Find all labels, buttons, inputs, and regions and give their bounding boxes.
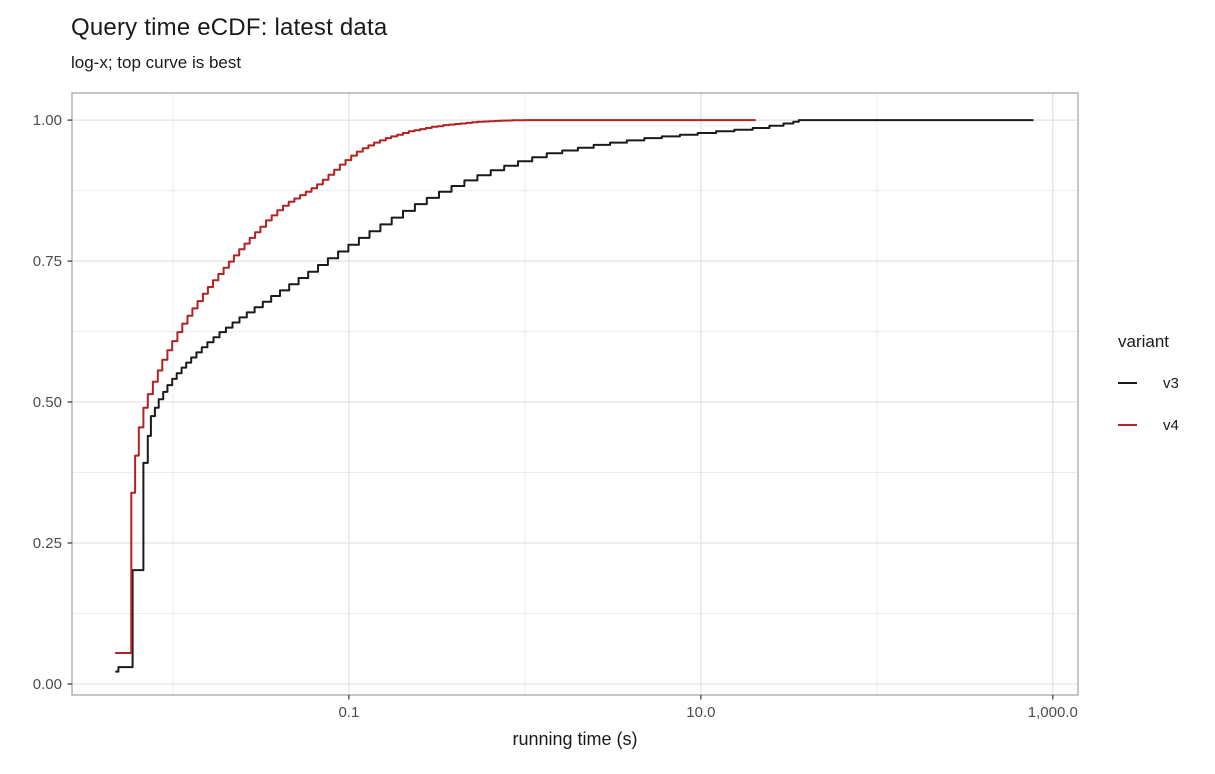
legend-item-v3: v3 [1118,370,1179,396]
x-tick-label: 10.0 [686,704,715,721]
v4-line-swatch [1118,423,1137,427]
v3-line-swatch [1118,381,1137,385]
y-tick-label: 0.75 [33,253,62,270]
ecdf-curve-v4 [115,119,756,654]
chart-subtitle: log-x; top curve is best [71,53,242,72]
ecdf-curve-v3 [115,119,1034,673]
y-tick-label: 0.25 [33,535,62,552]
panel-border [71,92,1079,696]
chart-title: Query time eCDF: latest data [71,14,388,41]
y-tick-label: 1.00 [33,112,62,129]
legend: variant v3 v4 [1118,332,1179,454]
x-axis-title: running time (s) [512,729,638,749]
legend-item-v4: v4 [1118,412,1179,438]
legend-label-v3: v3 [1163,374,1179,392]
y-tick-label: 0.50 [33,394,62,411]
legend-label-v4: v4 [1163,416,1179,434]
y-tick-label: 0.00 [33,676,62,693]
legend-title: variant [1118,332,1170,351]
x-tick-label: 1,000.0 [1028,704,1078,721]
x-tick-label: 0.1 [338,704,359,721]
